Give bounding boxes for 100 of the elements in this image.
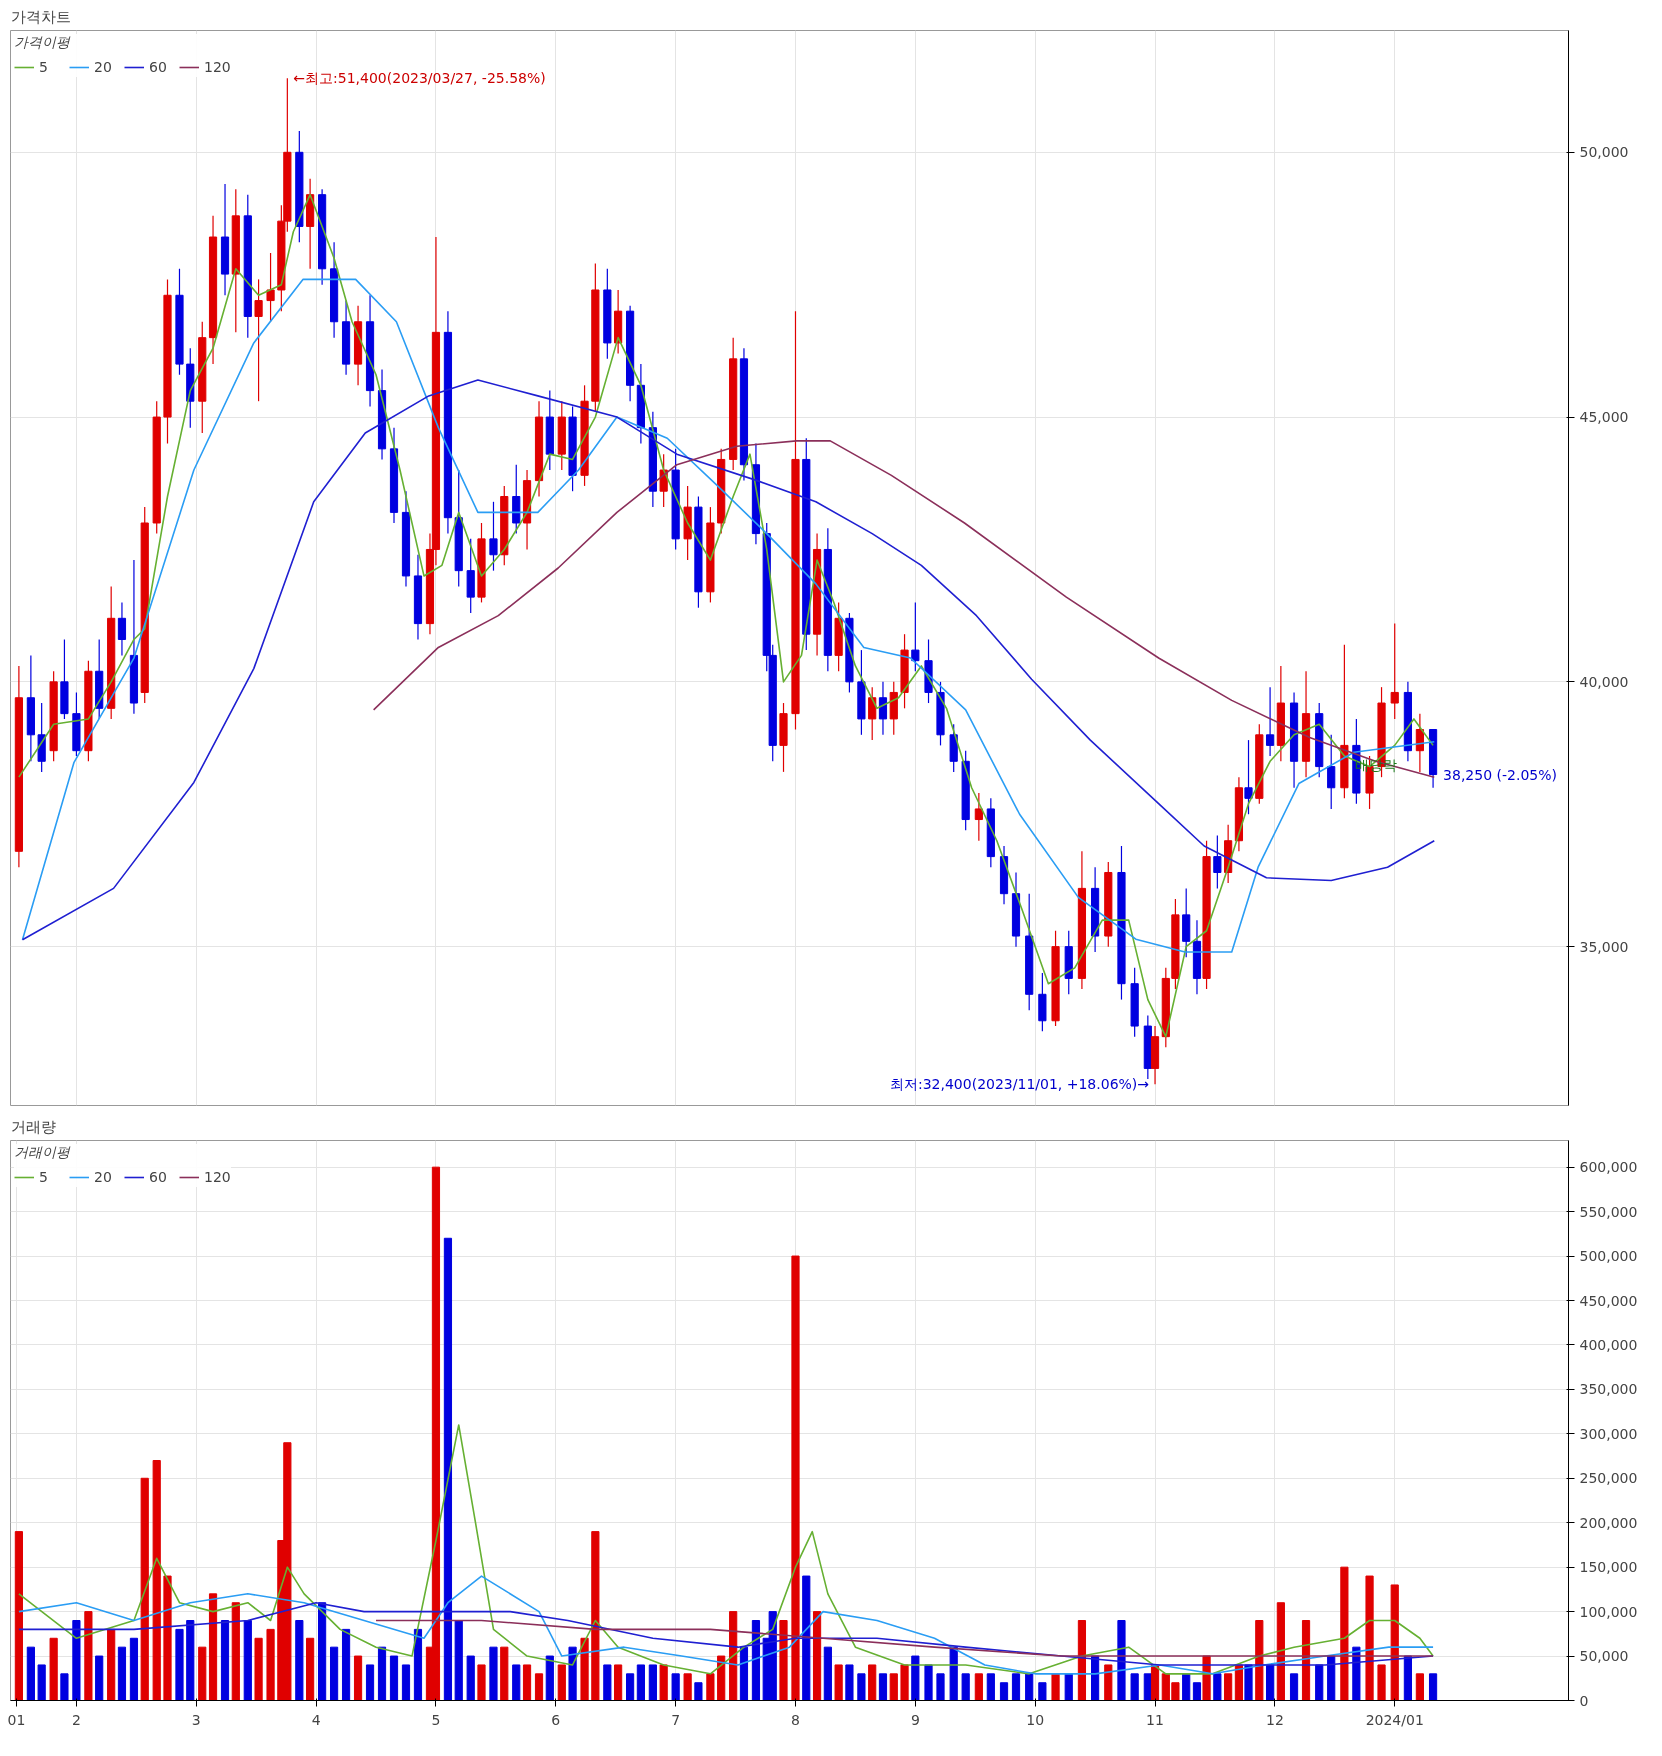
legend-label: 5: [39, 1169, 49, 1185]
bar: [1327, 1655, 1336, 1701]
bar: [443, 1237, 453, 1701]
bar: [739, 1646, 749, 1701]
bar: [318, 1602, 327, 1701]
bar: [107, 1628, 116, 1701]
bar: [694, 1682, 703, 1701]
bar: [1428, 1673, 1438, 1701]
annotation: 38,250 (-2.05%): [1443, 766, 1557, 783]
bar: [636, 1664, 645, 1701]
bar: [1377, 1664, 1386, 1701]
bar: [568, 1646, 577, 1701]
y-tick-label: 300,000: [1579, 1425, 1638, 1442]
bar: [603, 1664, 612, 1701]
x-tick-label: 5: [431, 1711, 441, 1728]
bar: [779, 1620, 788, 1701]
line-series: [18, 1424, 1434, 1675]
candlestick: [1265, 686, 1275, 757]
bar: [1415, 1673, 1424, 1701]
bar: [900, 1664, 909, 1701]
bar: [1025, 1673, 1034, 1701]
candlestick: [489, 501, 498, 572]
x-tick-label: 6: [551, 1711, 561, 1728]
x-tick-label: 2: [71, 1711, 81, 1728]
bar: [706, 1673, 715, 1701]
bar: [266, 1628, 275, 1701]
line-series: [18, 1575, 1434, 1675]
bar: [949, 1646, 958, 1701]
bar: [557, 1664, 566, 1701]
bar: [306, 1637, 315, 1701]
bar: [1403, 1655, 1412, 1701]
bar: [60, 1673, 69, 1701]
bar: [377, 1646, 387, 1701]
bar: [295, 1620, 304, 1701]
x-tick-label: 9: [910, 1711, 920, 1728]
candlestick: [1213, 834, 1222, 889]
x-tick-label: 4: [311, 1711, 321, 1728]
legend-label: 20: [94, 1169, 113, 1185]
bar: [175, 1628, 184, 1701]
bar: [659, 1664, 668, 1701]
bar: [834, 1664, 843, 1701]
legend-label: 120: [204, 1169, 231, 1185]
bar: [868, 1664, 877, 1701]
bar: [353, 1655, 363, 1701]
bar: [129, 1637, 139, 1701]
bar: [466, 1655, 475, 1701]
bar: [857, 1673, 866, 1701]
bar: [986, 1673, 995, 1701]
line-series: [18, 193, 1434, 1038]
bar: [580, 1637, 589, 1701]
bar: [683, 1673, 692, 1701]
candlestick: [868, 686, 877, 741]
bar: [1064, 1673, 1073, 1701]
legend-label: 60: [149, 59, 168, 75]
bar: [389, 1655, 399, 1701]
bar: [889, 1673, 898, 1701]
bar: [413, 1628, 423, 1701]
x-tick-label: 7: [671, 1711, 681, 1728]
chart-title: 가격차트: [10, 7, 71, 26]
y-tick-label: 200,000: [1579, 1514, 1638, 1531]
legend-title: 거래이평: [14, 1144, 72, 1162]
bar: [1340, 1566, 1349, 1701]
bar: [231, 1602, 240, 1701]
bar: [243, 1620, 252, 1701]
y-tick-label: 500,000: [1579, 1248, 1638, 1265]
y-tick-label: 350,000: [1579, 1381, 1638, 1398]
bar: [26, 1646, 35, 1701]
bar: [802, 1575, 811, 1701]
bar: [1182, 1673, 1191, 1701]
bar: [648, 1664, 657, 1701]
line-series: [372, 440, 1436, 778]
bar: [1117, 1620, 1126, 1701]
candlestick: [1327, 734, 1336, 810]
bar: [341, 1628, 351, 1701]
line-series: [21, 379, 1436, 941]
bar: [1011, 1673, 1021, 1701]
bar: [84, 1611, 93, 1701]
bar: [163, 1575, 172, 1701]
line-series: [21, 278, 1436, 953]
bar: [329, 1646, 339, 1701]
bar: [95, 1655, 104, 1701]
x-tick-label: 3: [191, 1711, 201, 1728]
bar: [1265, 1664, 1275, 1701]
candlestick: [911, 601, 920, 672]
bar: [489, 1646, 498, 1701]
bar: [729, 1611, 738, 1701]
bar: [254, 1637, 263, 1701]
annotation: ←최고:51,400(2023/03/27, -25.58%): [293, 70, 546, 87]
y-tick-label: 40,000: [1579, 673, 1629, 690]
bar: [522, 1664, 532, 1701]
bar: [1224, 1673, 1233, 1701]
y-tick-label: 35,000: [1579, 938, 1629, 955]
bar: [477, 1664, 486, 1701]
bar: [401, 1664, 411, 1701]
bar: [1213, 1673, 1222, 1701]
bar: [220, 1620, 230, 1701]
bar: [454, 1620, 463, 1701]
bar: [1289, 1673, 1299, 1701]
legend-title: 가격이평: [14, 34, 72, 52]
bar: [911, 1655, 920, 1701]
